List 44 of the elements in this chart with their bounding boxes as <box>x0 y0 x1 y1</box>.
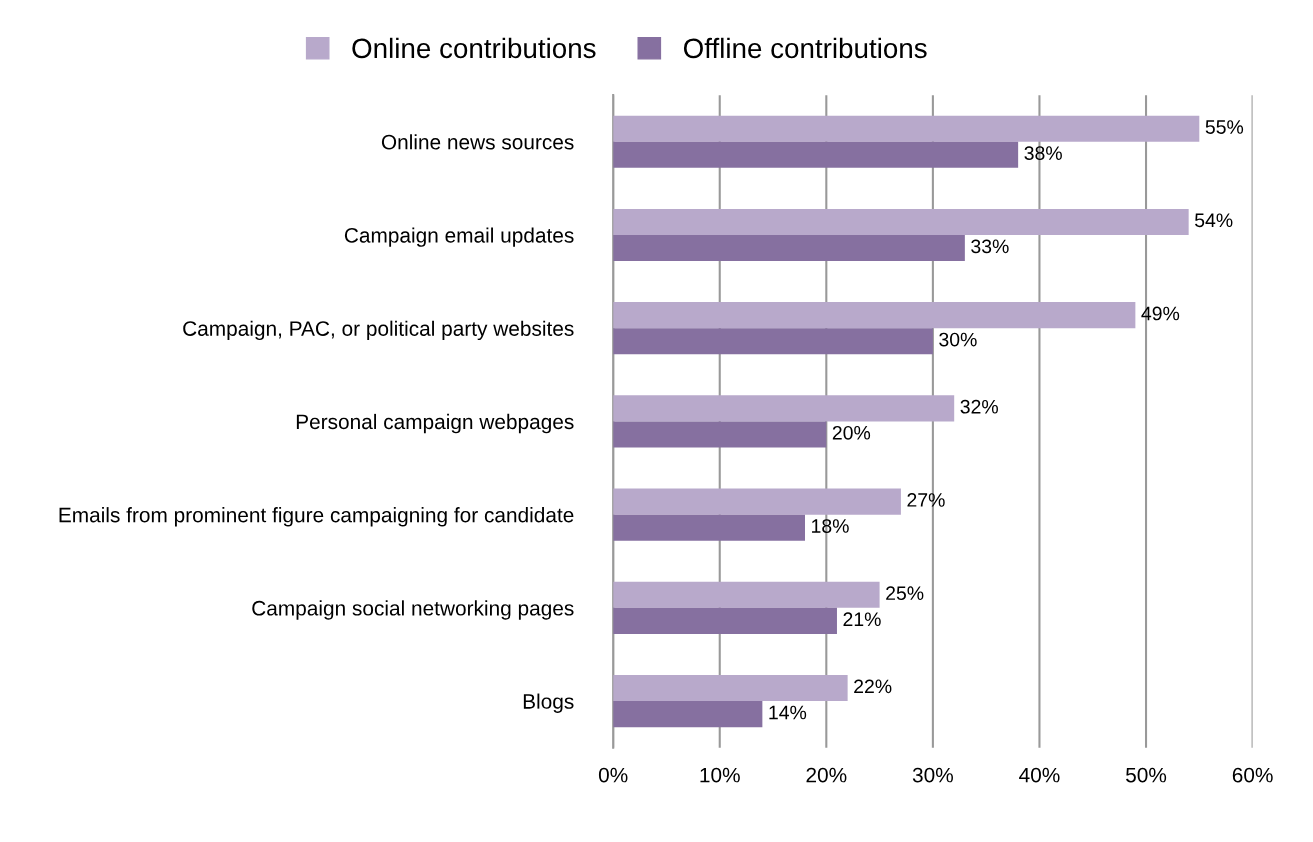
bar <box>613 514 805 541</box>
x-tick-label: 10% <box>700 767 740 783</box>
data-label: 18% <box>812 519 849 533</box>
bar <box>613 302 1136 329</box>
y-tick-label: Campaign social networking pages <box>252 600 574 620</box>
data-label: 33% <box>971 239 1009 254</box>
legend-label: Offline contributions <box>683 37 927 59</box>
bar <box>613 701 763 728</box>
data-label: 54% <box>1194 213 1233 228</box>
data-label: 20% <box>832 425 871 440</box>
data-label: 14% <box>769 705 807 720</box>
bar <box>613 395 955 422</box>
x-tick-label: 20% <box>806 767 847 783</box>
bar <box>613 328 933 355</box>
bar <box>613 488 901 515</box>
x-tick-label: 60% <box>1232 767 1273 783</box>
bar <box>613 141 1019 168</box>
y-tick-label: Personal campaign webpages <box>296 413 574 434</box>
data-label: 38% <box>1024 146 1062 161</box>
bar <box>613 115 1200 142</box>
y-tick-label: Campaign, PAC, or political party websites <box>183 320 574 341</box>
x-tick-label: 40% <box>1019 767 1060 783</box>
bar <box>613 581 880 608</box>
data-label: 25% <box>886 586 924 601</box>
bar <box>613 234 965 262</box>
bar <box>613 674 848 702</box>
data-label: 21% <box>843 612 881 627</box>
bar <box>613 607 837 634</box>
data-label: 27% <box>907 493 945 507</box>
data-label: 30% <box>939 332 977 347</box>
y-tick-label: Campaign email updates <box>344 227 574 247</box>
y-tick-label: Online news sources <box>381 134 574 150</box>
x-tick-label: 50% <box>1126 767 1167 783</box>
bar <box>613 208 1189 235</box>
data-label: 55% <box>1205 120 1244 134</box>
y-tick-label: Blogs <box>523 693 574 713</box>
data-label: 49% <box>1141 306 1180 321</box>
data-label: 32% <box>960 399 998 414</box>
y-tick-label: Emails from prominent figure campaigning for candidate <box>59 507 574 527</box>
bar <box>613 421 827 448</box>
data-label: 22% <box>854 679 892 694</box>
legend-label: Online contributions <box>352 37 596 59</box>
x-tick-label: 0% <box>598 767 628 783</box>
x-tick-label: 30% <box>912 767 953 783</box>
